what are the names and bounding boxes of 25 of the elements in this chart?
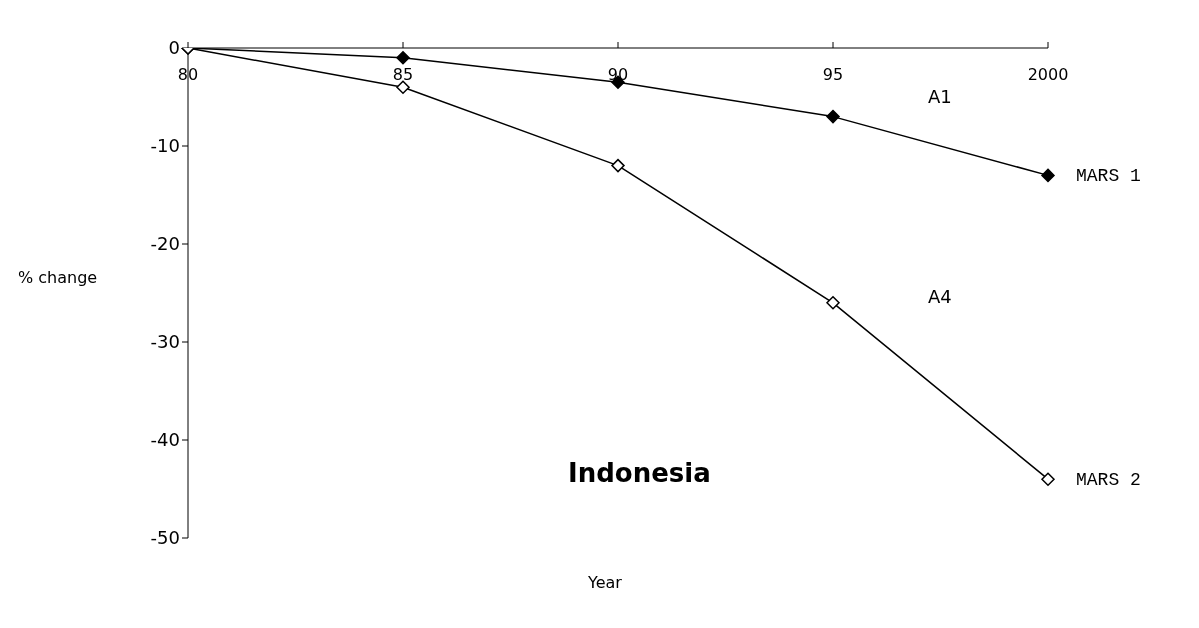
series-label: MARS 1 xyxy=(1076,166,1141,187)
series-label: MARS 2 xyxy=(1076,470,1141,491)
point xyxy=(396,80,410,94)
y-axis-title: % change xyxy=(18,268,98,287)
x-tick-label: 85 xyxy=(392,65,414,84)
point xyxy=(1041,472,1055,486)
y-tick-label: -50 xyxy=(150,527,180,549)
point xyxy=(826,296,840,310)
point xyxy=(396,51,410,65)
y-tick-label: -20 xyxy=(150,233,180,255)
x-tick-label: 80 xyxy=(177,65,199,84)
annotation: A1 xyxy=(928,86,952,107)
point xyxy=(611,158,625,173)
x-tick-label: 2000 xyxy=(1027,65,1069,84)
y-tick-label: -30 xyxy=(150,331,180,353)
text: Indonesia xyxy=(568,458,711,488)
x-tick-label: 90 xyxy=(607,65,629,84)
x-tick-label: 95 xyxy=(822,65,844,84)
point xyxy=(1041,168,1055,183)
y-tick-label: -10 xyxy=(150,135,180,157)
point xyxy=(826,109,840,124)
x-axis-title: Year xyxy=(588,573,622,592)
y-tick-label: -40 xyxy=(150,429,180,451)
annotation: A4 xyxy=(928,286,952,307)
y-tick-label: 0 xyxy=(168,37,180,59)
